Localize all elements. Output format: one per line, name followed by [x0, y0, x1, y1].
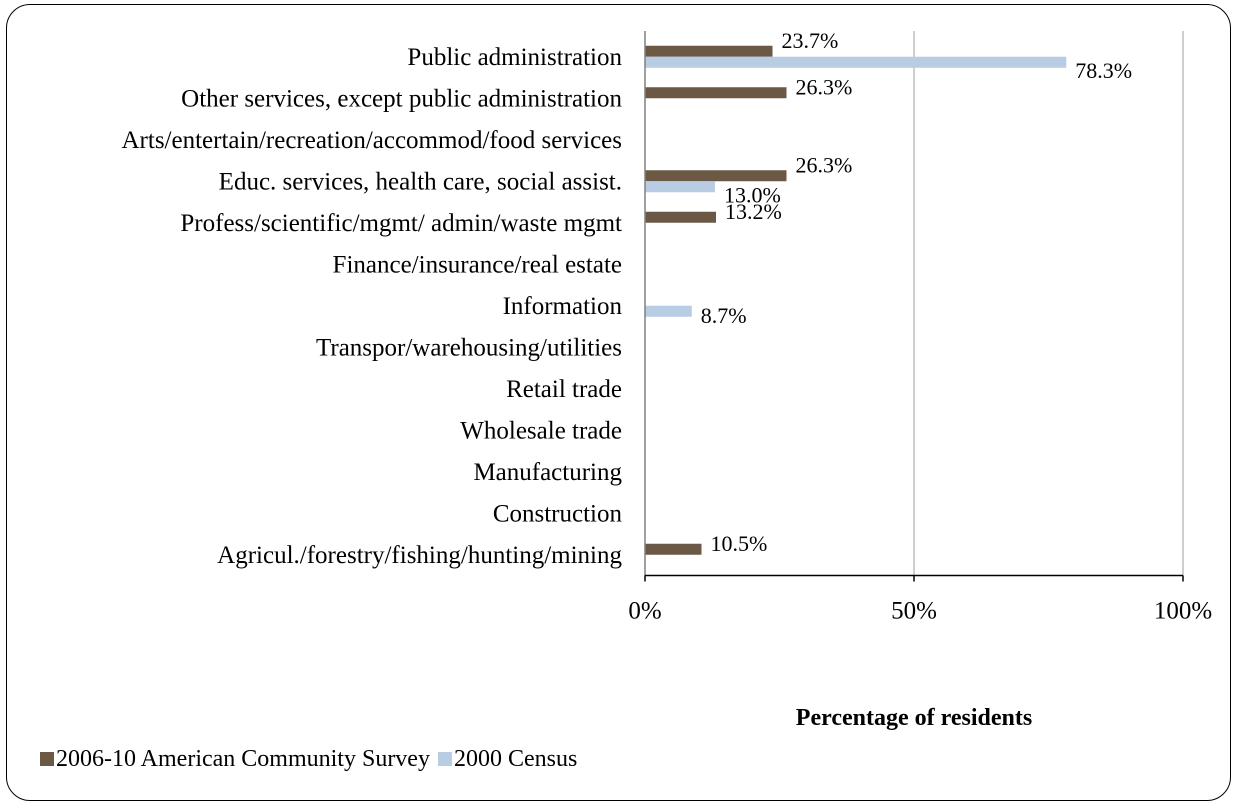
legend-label-census: 2000 Census	[454, 746, 577, 772]
x-tick-labels: 0% 50% 100%	[628, 598, 1212, 625]
category-label: Finance/insurance/real estate	[333, 251, 622, 278]
axes	[644, 31, 1184, 582]
category-label: Construction	[493, 500, 623, 527]
data-label: 13.2%	[725, 199, 782, 224]
x-axis-title: Percentage of residents	[796, 705, 1032, 731]
category-label: Arts/entertain/recreation/accommod/food …	[122, 127, 623, 154]
x-tick-label: 0%	[628, 598, 661, 625]
category-label: Wholesale trade	[460, 417, 622, 444]
category-label: Other services, except public administra…	[181, 85, 622, 112]
legend: 2006-10 American Community Survey 2000 Ce…	[40, 746, 577, 772]
category-label: Public administration	[407, 44, 622, 71]
category-label: Transpor/warehousing/utilities	[316, 334, 622, 361]
legend-swatch-acs	[40, 752, 54, 766]
data-label: 13.0%	[724, 182, 781, 207]
x-tick-label: 100%	[1154, 598, 1212, 625]
x-tick-label: 50%	[891, 598, 937, 625]
bar-census	[645, 181, 715, 193]
category-label: Manufacturing	[473, 459, 622, 486]
bar-acs	[645, 543, 702, 555]
chart-frame	[6, 4, 1231, 801]
bar-census	[645, 56, 1067, 68]
data-label: 8.7%	[701, 303, 747, 328]
bar-acs	[645, 170, 787, 182]
data-label: 78.3%	[1075, 58, 1132, 83]
category-label: Educ. services, health care, social assi…	[219, 168, 622, 195]
legend-label-acs: 2006-10 American Community Survey	[56, 746, 430, 772]
gridlines	[913, 31, 1184, 576]
category-label: Agricul./forestry/fishing/hunting/mining	[217, 542, 622, 569]
data-label: 23.7%	[782, 28, 839, 53]
data-label: 26.3%	[795, 152, 852, 177]
legend-swatch-census	[437, 752, 452, 766]
category-label: Retail trade	[506, 376, 622, 403]
category-label: Information	[503, 293, 623, 320]
category-label: Profess/scientific/mgmt/ admin/waste mgm…	[180, 210, 622, 237]
data-label: 26.3%	[795, 74, 852, 99]
bars	[645, 45, 1067, 555]
bar-acs	[645, 211, 717, 223]
data-label: 10.5%	[710, 531, 767, 556]
category-labels: Public administration Other services, exc…	[122, 44, 623, 569]
data-labels: 23.7% 78.3% 26.3% 26.3% 13.0%13.2% 8.7% 10.5%	[701, 28, 1132, 556]
bar-census	[645, 305, 692, 317]
bar-acs	[645, 87, 787, 99]
bar-acs	[645, 45, 773, 57]
